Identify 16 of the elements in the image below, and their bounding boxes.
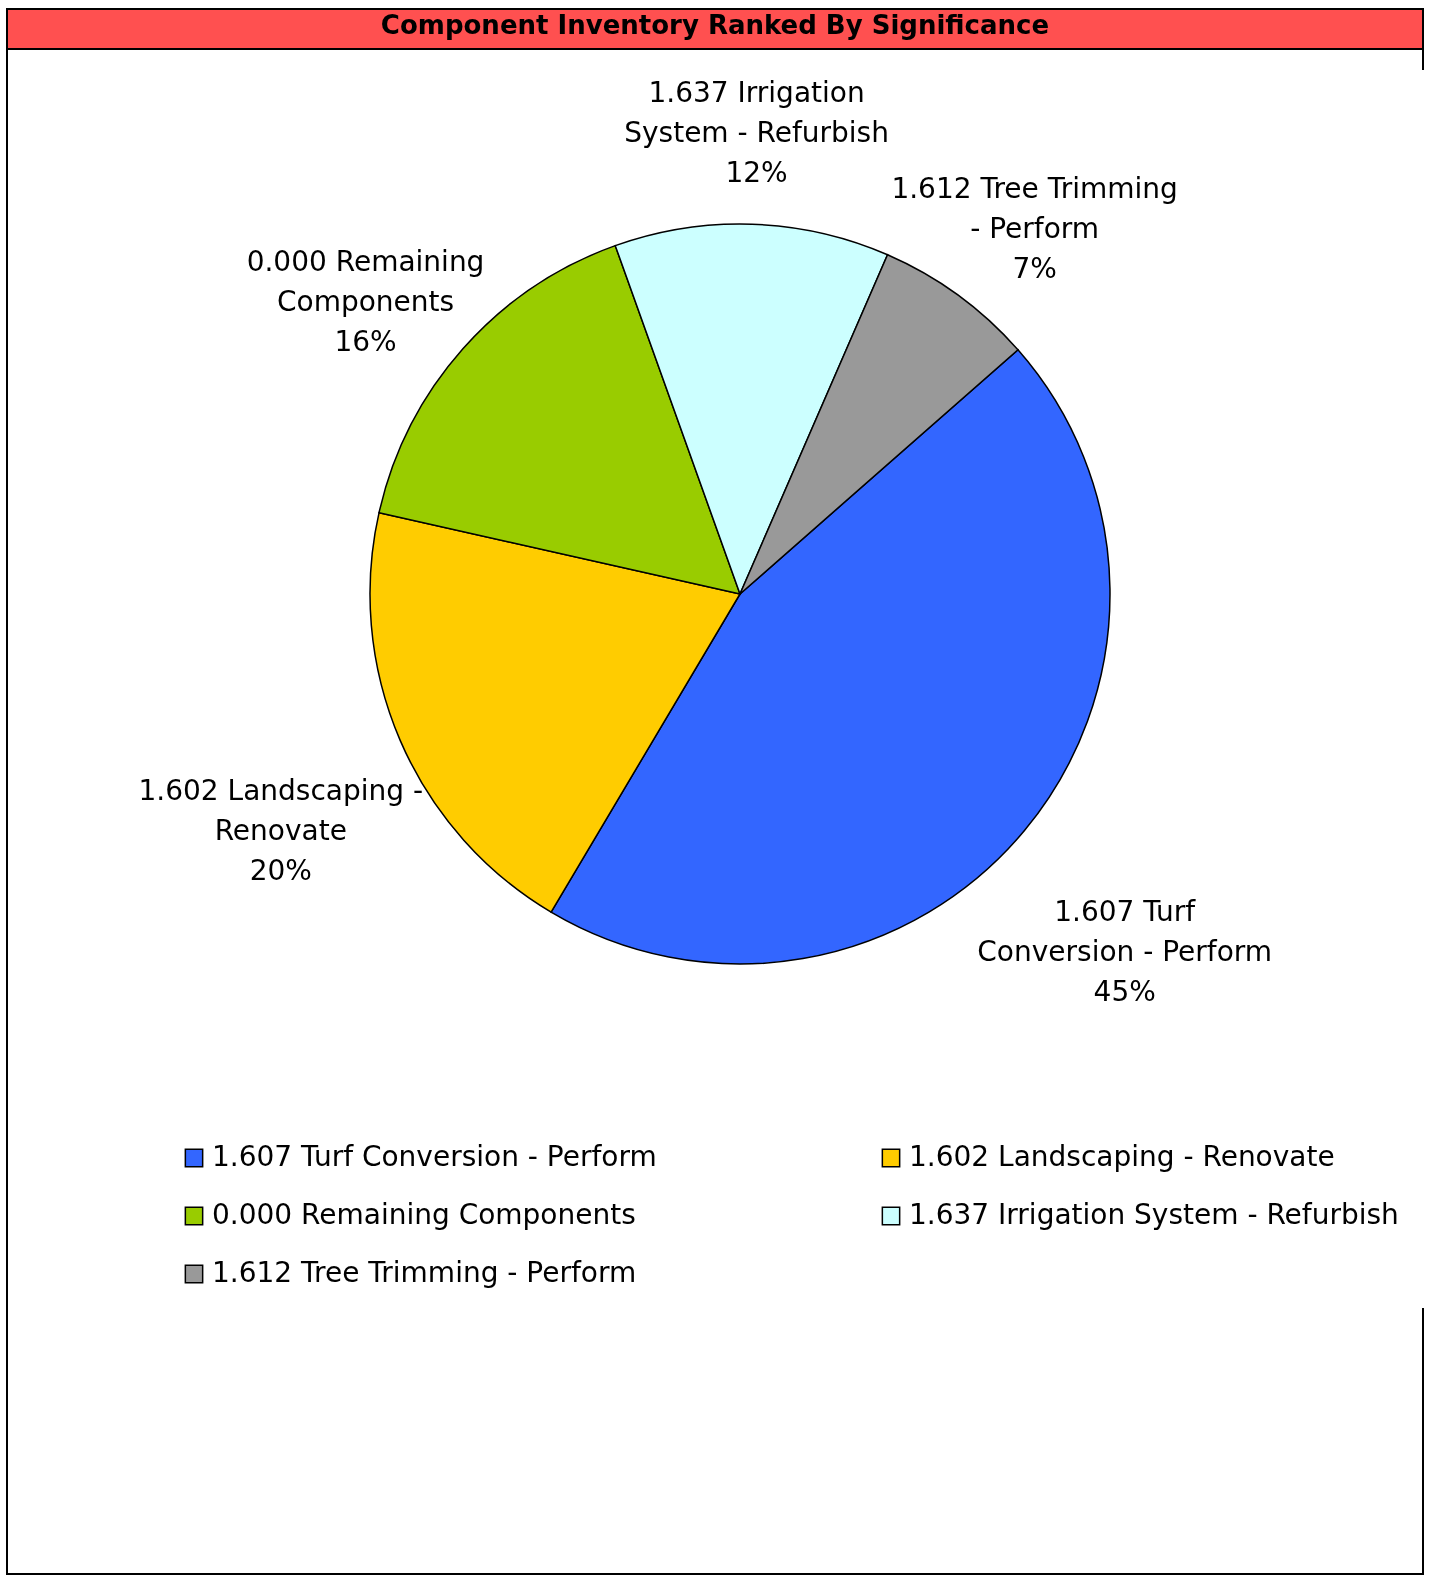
legend-label: 0.000 Remaining Components <box>212 1198 636 1231</box>
legend-label: 1.612 Tree Trimming - Perform <box>212 1256 637 1289</box>
data-label: 45% <box>1093 975 1156 1009</box>
legend-label: 1.637 Irrigation System - Refurbish <box>909 1198 1399 1231</box>
data-label: 20% <box>249 853 312 887</box>
data-label: 12% <box>725 156 788 190</box>
slice-label: 1.612 Tree Trimming - Perform <box>891 172 1178 246</box>
data-label: 16% <box>334 324 397 358</box>
slice-label: 0.000 Remaining Components <box>246 244 485 318</box>
legend-label: 1.602 Landscaping - Renovate <box>909 1140 1335 1173</box>
slice-label: 1.637 Irrigation System - Refurbish <box>624 76 889 150</box>
data-label: 7% <box>1012 252 1057 286</box>
slice-label: 1.607 Turf Conversion - Perform <box>977 895 1273 969</box>
legend-label: 1.607 Turf Conversion - Perform <box>212 1140 657 1173</box>
slice-label: 1.602 Landscaping - Renovate <box>138 773 424 847</box>
chart-title: Component Inventory Ranked By Significance <box>6 8 1424 50</box>
